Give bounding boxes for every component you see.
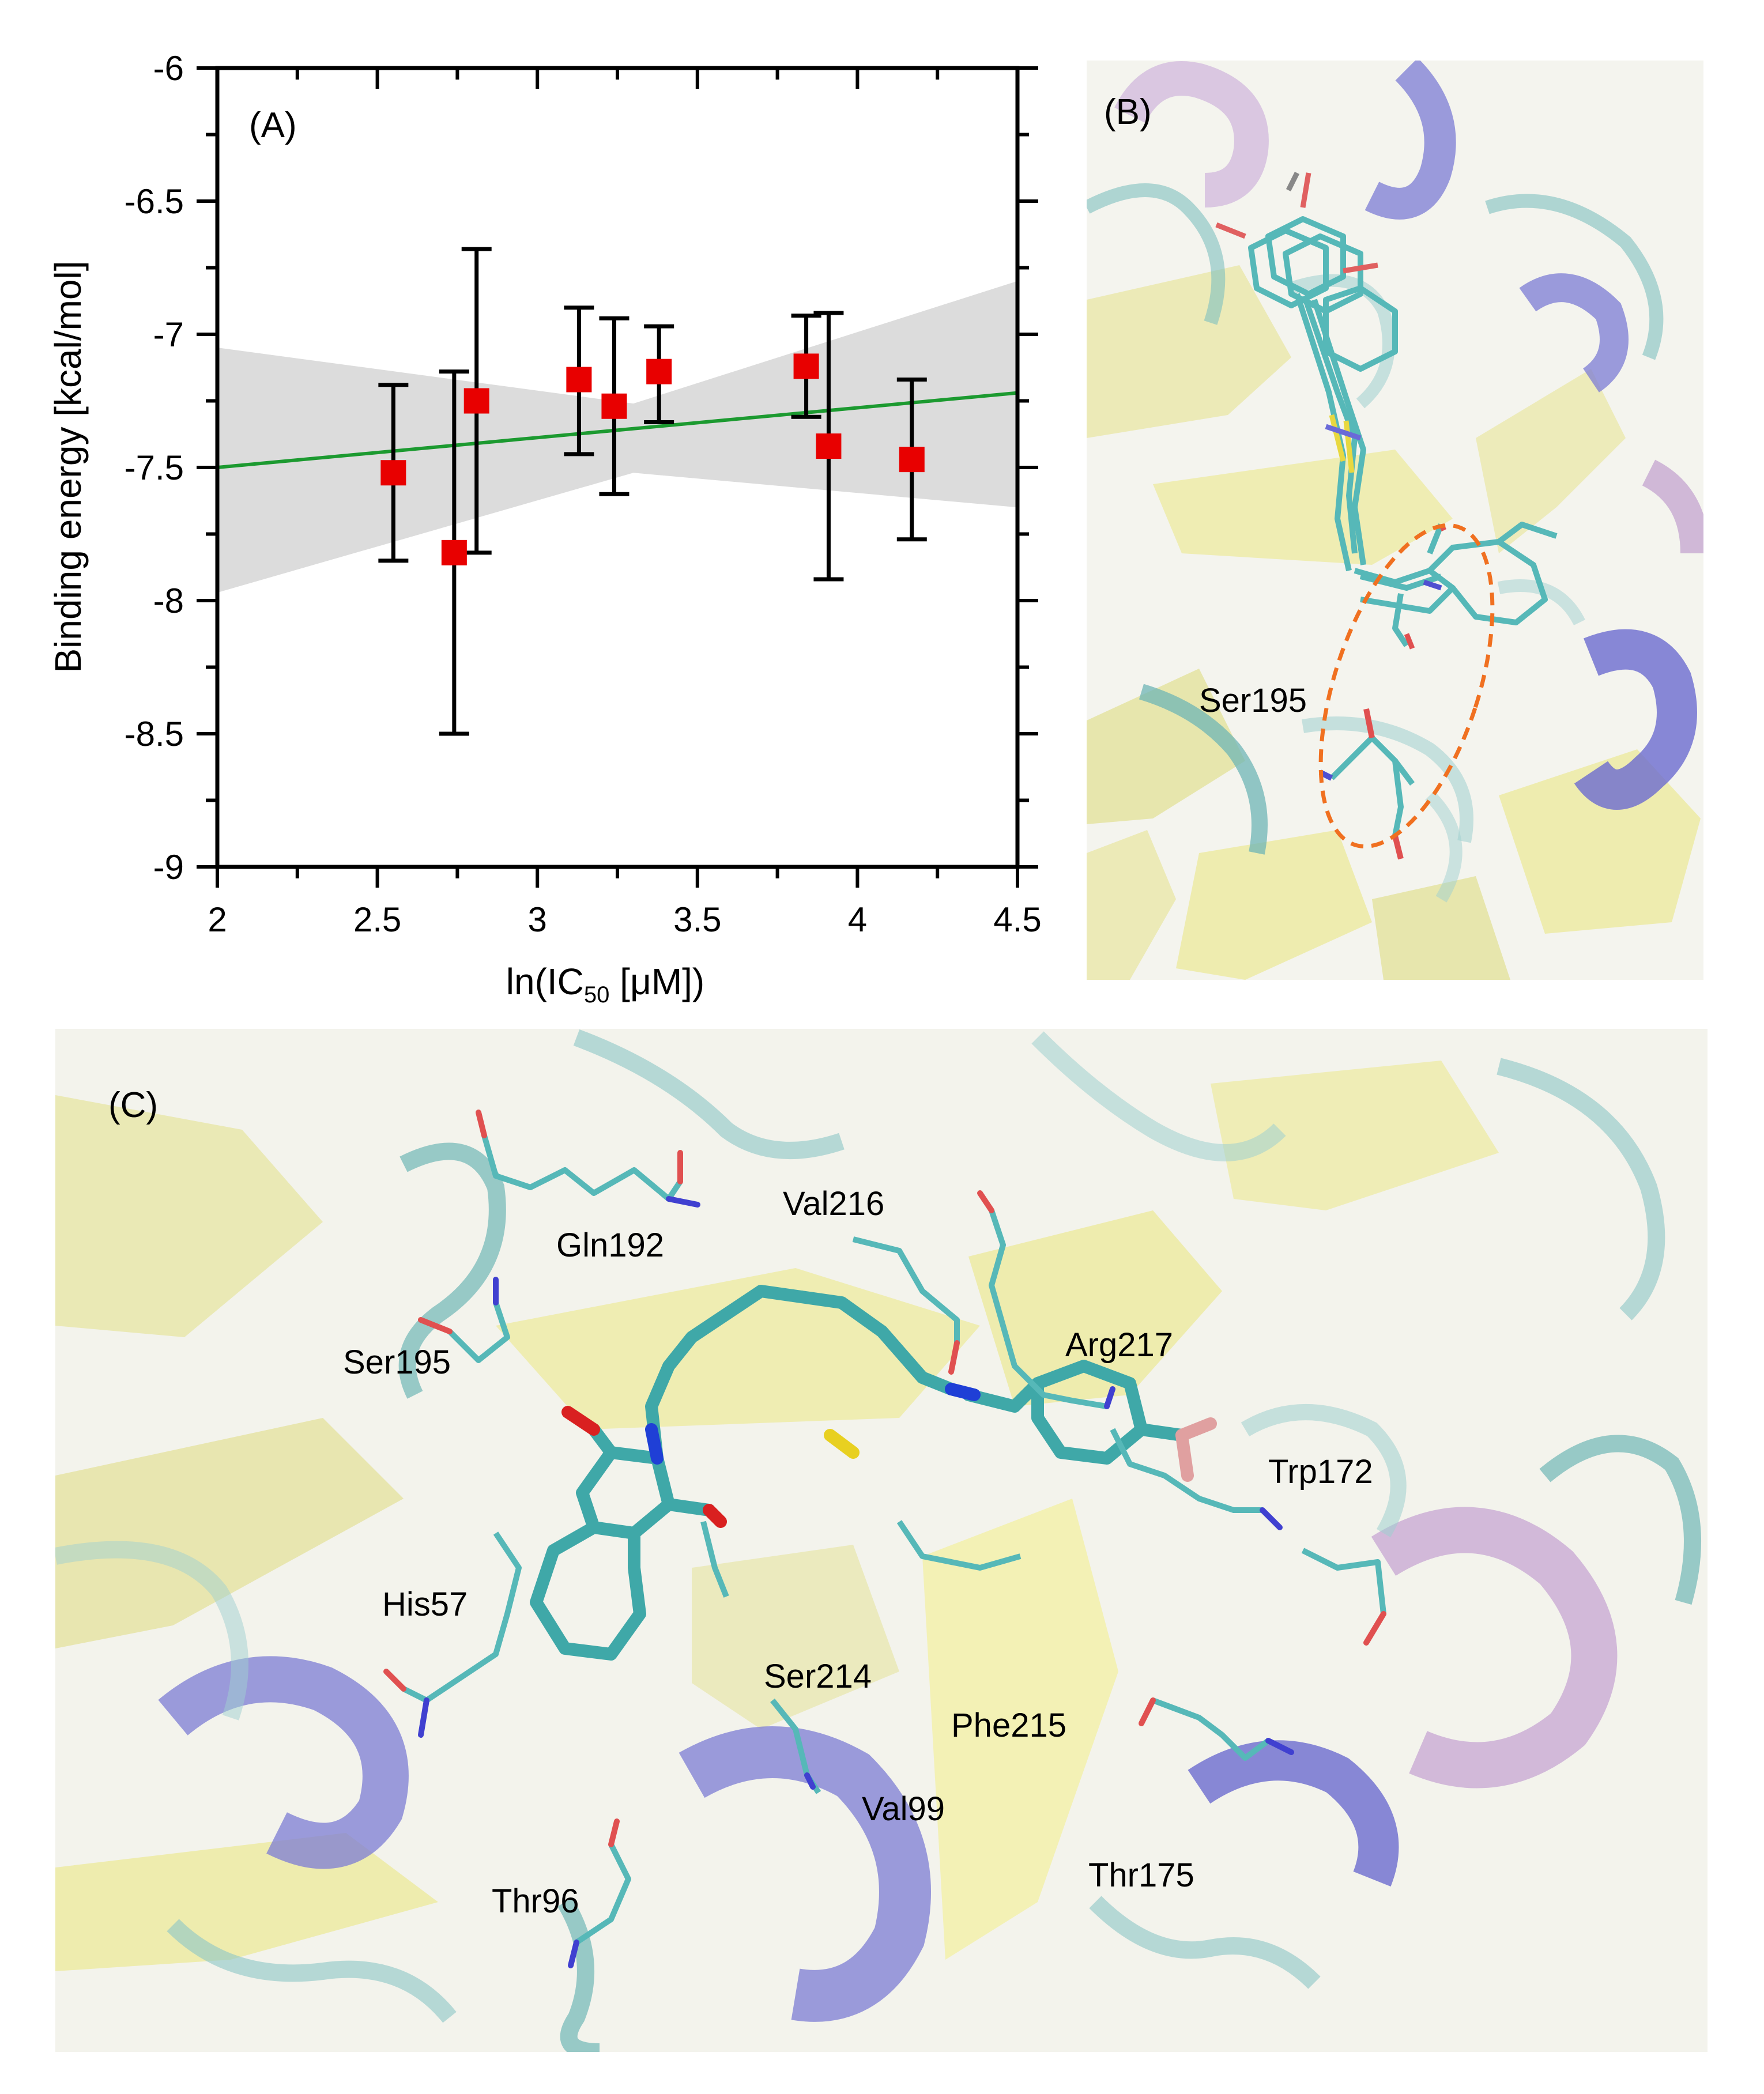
- data-point: [646, 359, 672, 384]
- x-axis-label-main: ln(IC: [506, 961, 584, 1002]
- alpha-helix: [679, 1726, 931, 2022]
- data-point: [899, 447, 925, 473]
- beta-sheet: [1087, 830, 1176, 980]
- residue-label-trp172: Trp172: [1268, 1453, 1373, 1491]
- ligand: [530, 1285, 1188, 1661]
- x-axis-label-tail: [μM]): [609, 961, 704, 1002]
- beta-sheet: [968, 1210, 1222, 1406]
- data-point: [816, 433, 842, 459]
- ligand-overlay: [1248, 216, 1558, 647]
- y-tick-label: -8.5: [125, 715, 184, 753]
- alpha-helix: [1574, 629, 1697, 810]
- beta-sheet: [1211, 1061, 1499, 1210]
- x-tick-label: 2.5: [353, 900, 401, 939]
- beta-sheet: [1176, 830, 1372, 980]
- x-tick-label: 4.5: [993, 900, 1041, 939]
- coil: [398, 1142, 506, 1399]
- alpha-helix: [1371, 1507, 1618, 1789]
- coil: [167, 1919, 457, 2023]
- beta-sheet: [1372, 876, 1510, 980]
- x-tick-labels: 2 2.5 3 3.5 4 4.5: [208, 900, 1041, 939]
- y-tick-label: -6.5: [125, 182, 184, 221]
- residue-label-ser214: Ser214: [764, 1658, 872, 1695]
- residue-label-thr96: Thr96: [492, 1882, 579, 1920]
- coil: [1497, 579, 1585, 626]
- coil: [1539, 1435, 1701, 1605]
- alpha-helix: [1519, 273, 1629, 393]
- beta-sheet: [692, 1545, 899, 1729]
- coil: [1139, 684, 1268, 855]
- beta-sheet: [1476, 369, 1626, 553]
- residue-label-ser195: Ser195: [343, 1344, 451, 1381]
- beta-sheet: [1087, 669, 1245, 824]
- beta-sheet: [922, 1499, 1118, 1960]
- beta-sheet: [55, 1095, 323, 1337]
- panel-c-label: (C): [108, 1085, 158, 1125]
- coil: [1031, 1031, 1286, 1161]
- coil: [1497, 1058, 1665, 1320]
- highlight-ellipse: [1318, 523, 1495, 848]
- confidence-band: [217, 281, 1017, 593]
- axis-ticks: [197, 66, 1038, 888]
- coil: [1241, 1404, 1407, 1538]
- coil: [1485, 194, 1664, 360]
- y-tick-label: -7.5: [125, 448, 184, 487]
- beta-sheet: [1087, 265, 1291, 438]
- y-axis-label: Binding energy [kcal/mol]: [47, 261, 89, 673]
- alpha-helix: [1365, 61, 1456, 220]
- residue-label-thr175: Thr175: [1088, 1857, 1194, 1894]
- coil: [1089, 1896, 1321, 1989]
- y-tick-labels: -6 -6.5 -7 -7.5 -8 -8.5 -9: [125, 49, 184, 886]
- residue-label-gln192: Gln192: [556, 1227, 664, 1264]
- residue-label-phe215: Phe215: [951, 1707, 1066, 1744]
- alpha-helix: [1188, 1740, 1399, 1887]
- data-point: [566, 367, 592, 393]
- data-point: [380, 460, 406, 486]
- residue-heteroatoms: [383, 1110, 1386, 1968]
- beta-sheet: [55, 1418, 404, 1648]
- x-tick-label: 3.5: [673, 900, 721, 939]
- data-point: [463, 388, 489, 414]
- data-point: [793, 353, 819, 379]
- coil: [1302, 716, 1473, 843]
- panel-b-label: (B): [1104, 92, 1152, 132]
- data-point: [441, 539, 467, 565]
- y-tick-label: -6: [153, 49, 184, 88]
- panel-a-label: (A): [249, 105, 297, 145]
- residue-label-val99: Val99: [862, 1790, 945, 1828]
- y-tick-label: -7: [153, 315, 184, 354]
- ligand-heteroatoms: [1215, 171, 1447, 650]
- x-tick-label: 3: [528, 900, 547, 939]
- coil: [1087, 183, 1226, 325]
- residue-label-arg217: Arg217: [1065, 1326, 1173, 1364]
- coil: [55, 1541, 248, 1721]
- x-axis-label-sub: 50: [584, 982, 610, 1008]
- residue-label-val216: Val216: [783, 1185, 884, 1223]
- alpha-helix: [1642, 459, 1703, 554]
- data-markers: [380, 353, 925, 565]
- panel-c-structure: (C) Gln192 Val216 Ser195 Arg217 Trp172 H…: [55, 1029, 1708, 2052]
- panel-b-structure: (B) Ser195: [1087, 61, 1703, 980]
- y-tick-label: -9: [153, 848, 184, 886]
- alpha-helix: [1114, 61, 1269, 207]
- y-tick-label: -8: [153, 582, 184, 620]
- coil: [1425, 791, 1463, 903]
- coil: [557, 1897, 600, 2052]
- beta-sheet: [1153, 450, 1453, 565]
- panel-a-chart: 2 2.5 3 3.5 4 4.5 -6 -6.5 -7 -7.5 -8 -8.5 -9 (A) Bi…: [47, 49, 1042, 1008]
- x-axis-label: ln(IC50 [μM]): [506, 961, 704, 1008]
- x-tick-label: 4: [848, 900, 867, 939]
- residue-label-his57: His57: [382, 1586, 468, 1623]
- beta-sheet: [55, 1833, 438, 1971]
- data-point: [601, 393, 627, 419]
- ligand-heteroatoms: [561, 1383, 1217, 1528]
- residue-label: Ser195: [1199, 682, 1307, 719]
- coil: [573, 1029, 845, 1159]
- fit-line: [217, 391, 1018, 469]
- x-tick-label: 2: [208, 900, 227, 939]
